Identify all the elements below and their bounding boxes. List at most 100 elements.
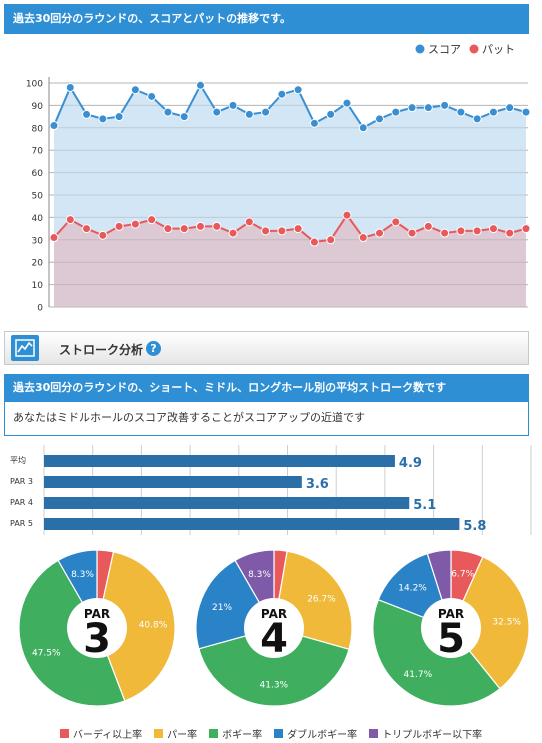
data-point <box>407 103 417 113</box>
legend-item: バーディ以上率 <box>59 725 143 741</box>
data-point <box>98 114 108 124</box>
pie-slice-label: 41.7% <box>404 670 433 680</box>
pie-title-par: PAR <box>261 607 287 621</box>
pie-slice-label: 26.7% <box>307 595 336 605</box>
y-tick-label: 80 <box>32 124 44 134</box>
y-tick-label: 50 <box>32 192 44 202</box>
data-point <box>130 85 140 95</box>
stroke-average-banner: 過去30回分のラウンドの、ショート、ミドル、ロングホール別の平均ストローク数です <box>4 374 529 402</box>
legend-item: ダブルボギー率 <box>274 725 357 741</box>
data-point <box>326 235 336 245</box>
data-point <box>114 221 124 231</box>
pie-title-number: 3 <box>83 616 111 662</box>
data-point <box>423 221 433 231</box>
data-point <box>277 226 287 236</box>
data-point <box>440 228 450 238</box>
data-point <box>391 107 401 117</box>
legend-label: パー率 <box>167 729 198 741</box>
y-tick-label: 10 <box>32 281 44 291</box>
y-tick-label: 20 <box>32 259 44 269</box>
legend-item: パー率 <box>154 725 197 741</box>
hole-result-pie-charts: 40.8%47.5%8.3%PAR326.7%41.3%21%8.3%PAR46… <box>18 549 530 707</box>
pie-title-number: 4 <box>260 616 288 662</box>
legend-label: ダブルボギー率 <box>287 729 358 741</box>
pie-title-par: PAR <box>438 607 464 621</box>
legend-marker-0 <box>415 44 425 54</box>
pie-slice-label: 41.3% <box>260 681 289 691</box>
help-icon[interactable]: ? <box>146 341 161 356</box>
data-point <box>277 89 287 99</box>
data-point <box>244 217 254 227</box>
data-point <box>147 91 157 101</box>
bar-category-label: PAR 3 <box>10 477 33 486</box>
data-point <box>49 233 59 243</box>
pie-slice-label: 32.5% <box>492 617 521 627</box>
data-point <box>212 107 222 117</box>
data-point <box>407 228 417 238</box>
pie-legend: バーディ以上率 パー率 ボギー率 ダブルボギー率 トリプルボギー以下率 <box>0 725 542 741</box>
legend-item: トリプルボギー以下率 <box>369 725 482 741</box>
data-point <box>375 114 385 124</box>
legend-swatch <box>274 728 284 738</box>
legend-label: バーディ以上率 <box>72 729 143 741</box>
data-point <box>472 114 482 124</box>
pie-slice <box>450 556 530 690</box>
pie-slice-label: 6.7% <box>451 570 474 580</box>
data-point <box>82 109 92 119</box>
data-point <box>114 112 124 122</box>
pie-title-number: 5 <box>437 616 465 662</box>
legend-label-0: スコア <box>428 43 461 56</box>
data-point <box>521 107 531 117</box>
data-point <box>65 215 75 225</box>
data-point <box>179 224 189 234</box>
bar-value-label: 4.9 <box>399 456 422 471</box>
data-point <box>456 107 466 117</box>
pie-slice-label: 8.3% <box>248 570 271 580</box>
pie-slice-label: 40.8% <box>139 620 168 630</box>
pie-slice-label: 8.3% <box>71 570 94 580</box>
data-point <box>342 210 352 220</box>
pie-slice-label: 47.5% <box>32 649 61 659</box>
section-title: ストローク分析 <box>59 343 144 357</box>
data-point <box>293 85 303 95</box>
data-point <box>358 233 368 243</box>
legend-swatch <box>209 728 219 738</box>
data-point <box>342 98 352 108</box>
data-point <box>505 103 515 113</box>
data-point <box>488 224 498 234</box>
legend-marker-1 <box>469 44 479 54</box>
chart-line-icon <box>11 335 39 361</box>
pie-slice-label: 14.2% <box>398 584 427 594</box>
bar <box>44 497 410 509</box>
data-point <box>261 226 271 236</box>
y-tick-label: 60 <box>32 169 44 179</box>
data-point <box>179 112 189 122</box>
bar-value-label: 5.1 <box>413 498 436 513</box>
series-area-1 <box>54 215 526 307</box>
legend-swatch <box>154 728 164 738</box>
pie-center <box>67 598 127 658</box>
bar-category-label: PAR 5 <box>10 519 33 528</box>
data-point <box>228 228 238 238</box>
data-point <box>391 217 401 227</box>
y-tick-label: 30 <box>32 236 44 246</box>
data-point <box>309 118 319 128</box>
data-point <box>212 221 222 231</box>
data-point <box>423 103 433 113</box>
data-point <box>440 100 450 110</box>
advice-text: あなたはミドルホールのスコア改善することがスコアアップの近道です <box>4 402 529 436</box>
data-point <box>82 224 92 234</box>
pie-slice <box>198 627 350 707</box>
data-point <box>505 228 515 238</box>
y-tick-label: 90 <box>32 102 44 112</box>
data-point <box>195 221 205 231</box>
data-point <box>147 215 157 225</box>
data-point <box>309 237 319 247</box>
bar <box>44 518 460 530</box>
data-point <box>456 226 466 236</box>
data-point <box>228 100 238 110</box>
data-point <box>98 230 108 240</box>
data-point <box>130 219 140 229</box>
pie-title-par: PAR <box>84 607 110 621</box>
data-point <box>521 224 531 234</box>
